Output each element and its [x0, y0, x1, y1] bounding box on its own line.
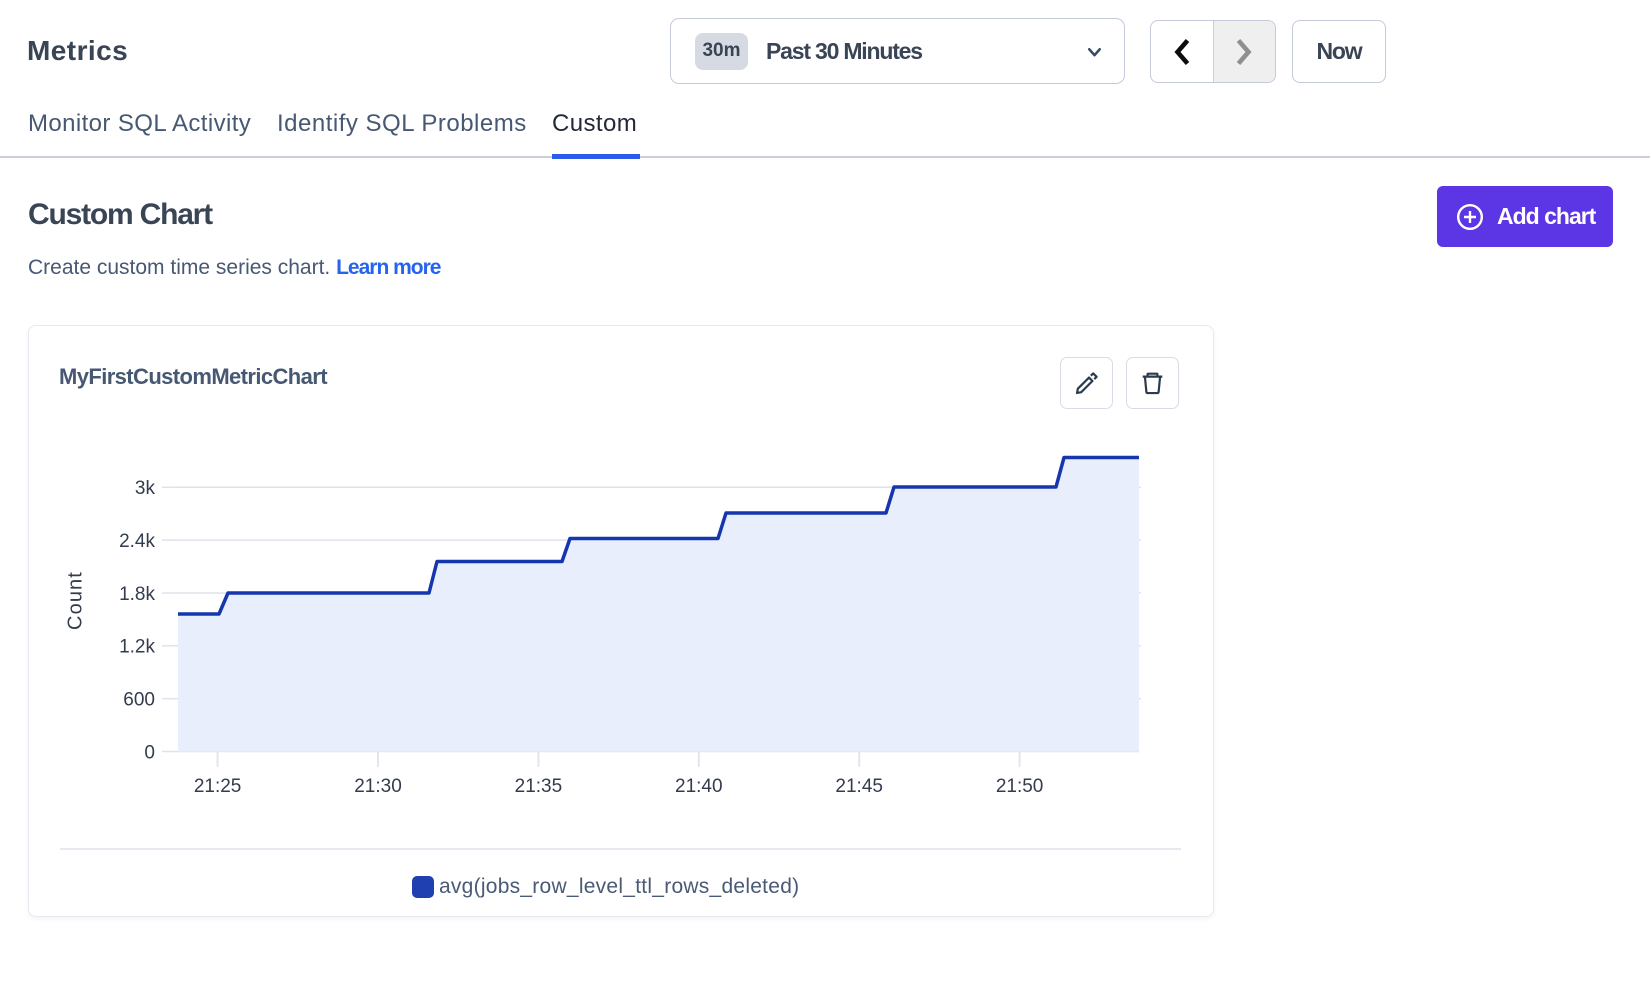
svg-text:21:30: 21:30: [354, 776, 402, 797]
svg-text:3k: 3k: [135, 478, 156, 499]
svg-text:21:40: 21:40: [675, 776, 723, 797]
svg-text:1.8k: 1.8k: [119, 584, 155, 605]
svg-text:Count: Count: [65, 571, 87, 630]
svg-text:0: 0: [144, 742, 155, 763]
svg-text:21:45: 21:45: [835, 776, 883, 797]
svg-text:21:50: 21:50: [996, 776, 1044, 797]
svg-text:1.2k: 1.2k: [119, 637, 155, 658]
svg-text:21:25: 21:25: [194, 776, 242, 797]
svg-text:600: 600: [123, 690, 155, 711]
svg-text:2.4k: 2.4k: [119, 531, 155, 552]
svg-text:21:35: 21:35: [515, 776, 563, 797]
